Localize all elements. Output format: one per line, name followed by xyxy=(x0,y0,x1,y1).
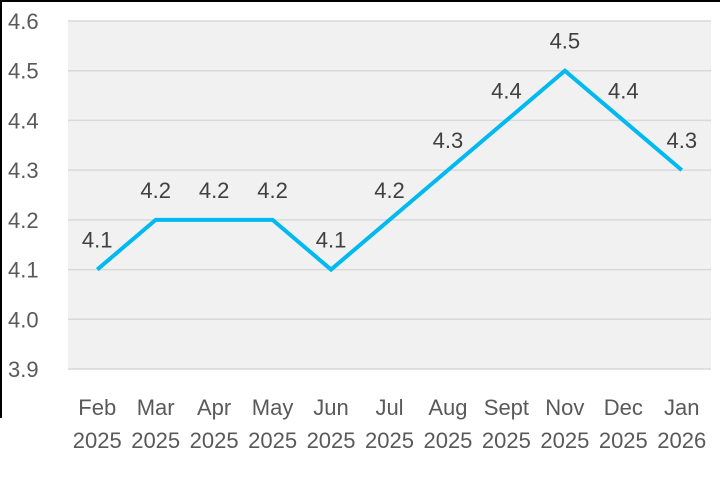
data-point-label: 4.2 xyxy=(374,178,405,203)
data-point-label: 4.5 xyxy=(550,29,581,54)
y-axis-tick-label: 4.1 xyxy=(8,258,39,283)
x-axis-year-label: 2025 xyxy=(248,428,297,453)
x-axis-month-label: Jan xyxy=(664,395,699,420)
data-point-label: 4.4 xyxy=(608,78,639,103)
plot-area xyxy=(68,21,711,369)
x-axis-month-label: Sept xyxy=(484,395,529,420)
y-axis-tick-label: 4.3 xyxy=(8,158,39,183)
x-axis-month-label: Dec xyxy=(604,395,643,420)
x-axis-year-label: 2025 xyxy=(482,428,531,453)
x-axis-month-label: May xyxy=(252,395,294,420)
y-axis-tick-label: 4.0 xyxy=(8,307,39,332)
x-axis-year-label: 2025 xyxy=(190,428,239,453)
data-point-label: 4.2 xyxy=(140,178,171,203)
x-axis-month-label: Mar xyxy=(137,395,175,420)
x-axis-month-label: Nov xyxy=(545,395,584,420)
data-point-label: 4.1 xyxy=(82,228,113,253)
x-axis-month-label: Apr xyxy=(197,395,231,420)
x-axis-month-label: Feb xyxy=(78,395,116,420)
chart-frame-left-border xyxy=(0,0,2,418)
data-line xyxy=(95,68,684,273)
x-axis-year-label: 2025 xyxy=(73,428,122,453)
y-axis-tick-label: 4.5 xyxy=(8,59,39,84)
x-axis-year-label: 2026 xyxy=(657,428,706,453)
y-axis-tick-label: 3.9 xyxy=(8,357,39,382)
data-point-label: 4.2 xyxy=(257,178,288,203)
x-axis-year-label: 2025 xyxy=(423,428,472,453)
x-axis-month-label: Jun xyxy=(313,395,348,420)
y-axis-tick-label: 4.4 xyxy=(8,108,39,133)
x-axis-year-label: 2025 xyxy=(599,428,648,453)
x-axis-year-label: 2025 xyxy=(540,428,589,453)
x-axis-month-label: Jul xyxy=(375,395,403,420)
x-axis-month-label: Aug xyxy=(428,395,467,420)
x-axis-year-label: 2025 xyxy=(307,428,356,453)
y-axis-tick-label: 4.6 xyxy=(8,9,39,34)
data-point-label: 4.1 xyxy=(316,228,347,253)
data-point-label: 4.3 xyxy=(666,128,697,153)
y-axis-tick-label: 4.2 xyxy=(8,208,39,233)
x-axis-year-label: 2025 xyxy=(131,428,180,453)
data-point-label: 4.3 xyxy=(433,128,464,153)
x-axis-year-label: 2025 xyxy=(365,428,414,453)
data-point-label: 4.4 xyxy=(491,78,522,103)
chart-frame-top-border xyxy=(0,0,720,2)
data-point-label: 4.2 xyxy=(199,178,230,203)
